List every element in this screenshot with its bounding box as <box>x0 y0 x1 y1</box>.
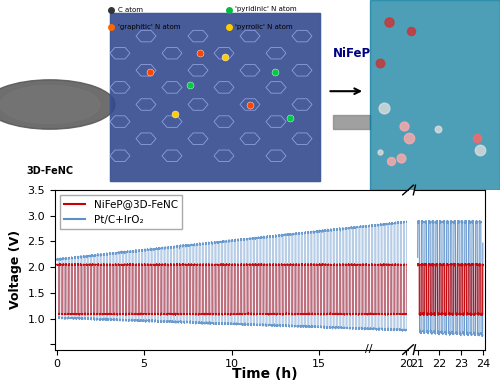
Bar <box>332 115 370 129</box>
Circle shape <box>0 86 100 124</box>
Text: //: // <box>365 344 373 354</box>
Legend: NiFeP@3D-FeNC, Pt/C+IrO₂: NiFeP@3D-FeNC, Pt/C+IrO₂ <box>60 195 182 229</box>
Circle shape <box>0 80 115 129</box>
Text: 'pyrrolic' N atom: 'pyrrolic' N atom <box>235 24 292 30</box>
Text: C atom: C atom <box>118 6 142 13</box>
Y-axis label: Voltage (V): Voltage (V) <box>9 230 22 309</box>
Text: 'pyridinic' N atom: 'pyridinic' N atom <box>235 6 296 13</box>
Text: Time (h): Time (h) <box>232 367 298 380</box>
Text: NiFeP: NiFeP <box>332 47 370 60</box>
Text: 3D-FeNC: 3D-FeNC <box>26 166 74 176</box>
Text: 'graphitic' N atom: 'graphitic' N atom <box>118 24 180 30</box>
